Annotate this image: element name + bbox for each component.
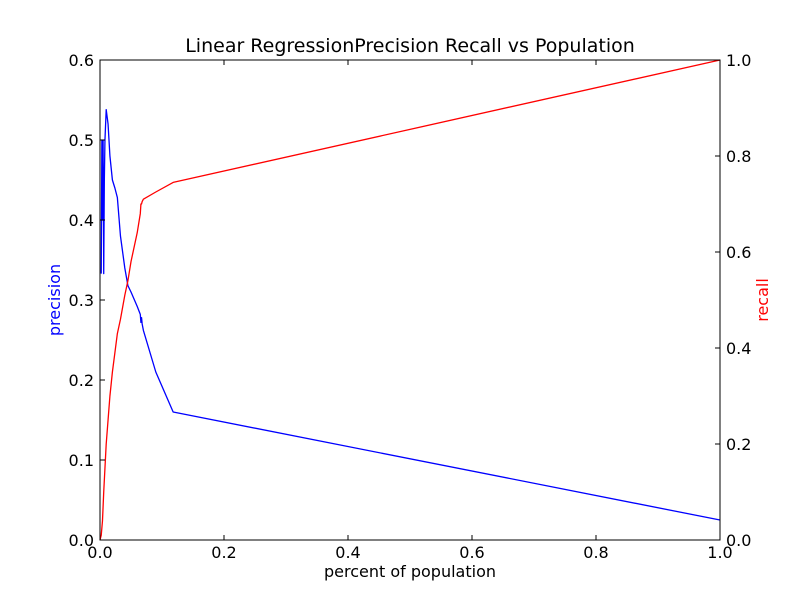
x-tick-label: 0.4 [335,543,360,562]
recall-tick-label: 0.8 [726,147,751,166]
x-axis-title: percent of population [324,562,496,581]
recall-tick-label: 0.2 [726,435,751,454]
precision-tick-label: 0.3 [69,291,94,310]
precision-axis-title: precision [45,264,64,336]
recall-axis-title: recall [753,278,772,322]
precision-tick-label: 0.5 [69,131,94,150]
precision-tick-label: 0.6 [69,51,94,70]
recall-tick-label: 0.0 [726,531,751,550]
x-tick-label: 1.0 [707,543,732,562]
chart-title: Linear RegressionPrecision Recall vs Pop… [185,35,635,57]
precision-tick-label: 0.1 [69,451,94,470]
x-tick-label: 0.8 [583,543,608,562]
recall-tick-label: 0.4 [726,339,751,358]
ticks-layer: 0.0 0.2 0.4 0.6 0.8 1.00.00.10.20.30.40.50.60… [69,51,752,562]
series-layer [99,59,721,541]
recall-tick-label: 0.6 [726,243,751,262]
precision-line [100,108,721,521]
x-tick-label: 0.0 [87,543,112,562]
precision-tick-label: 0.4 [69,211,94,230]
precision-tick-label: 0.2 [69,371,94,390]
x-tick-label: 0.2 [211,543,236,562]
recall-line [99,59,721,541]
x-tick-label: 0.6 [459,543,484,562]
precision-tick-label: 0.0 [69,531,94,550]
recall-tick-label: 1.0 [726,51,751,70]
